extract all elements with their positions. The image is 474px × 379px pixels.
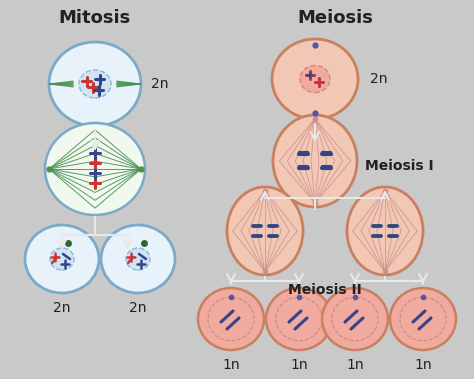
Ellipse shape [347, 187, 423, 275]
Ellipse shape [272, 39, 358, 119]
Ellipse shape [390, 288, 456, 350]
Ellipse shape [101, 225, 175, 293]
Ellipse shape [45, 123, 145, 215]
Text: Meiosis: Meiosis [297, 9, 373, 27]
Text: 2n: 2n [129, 301, 147, 315]
Ellipse shape [49, 42, 141, 126]
Text: Meiosis I: Meiosis I [365, 159, 434, 173]
Ellipse shape [126, 248, 150, 270]
Ellipse shape [25, 225, 99, 293]
Text: 2n: 2n [151, 77, 168, 91]
Ellipse shape [300, 66, 330, 92]
Ellipse shape [79, 70, 111, 98]
Ellipse shape [50, 248, 74, 270]
Ellipse shape [266, 288, 332, 350]
Text: 1n: 1n [222, 358, 240, 372]
Text: 1n: 1n [346, 358, 364, 372]
Ellipse shape [322, 288, 388, 350]
Text: 2n: 2n [53, 301, 71, 315]
Text: 1n: 1n [414, 358, 432, 372]
Text: Mitosis: Mitosis [59, 9, 131, 27]
Text: 2n: 2n [370, 72, 388, 86]
Text: 1n: 1n [290, 358, 308, 372]
Ellipse shape [198, 288, 264, 350]
Text: Meiosis II: Meiosis II [288, 283, 362, 297]
Ellipse shape [227, 187, 303, 275]
Ellipse shape [273, 115, 357, 207]
